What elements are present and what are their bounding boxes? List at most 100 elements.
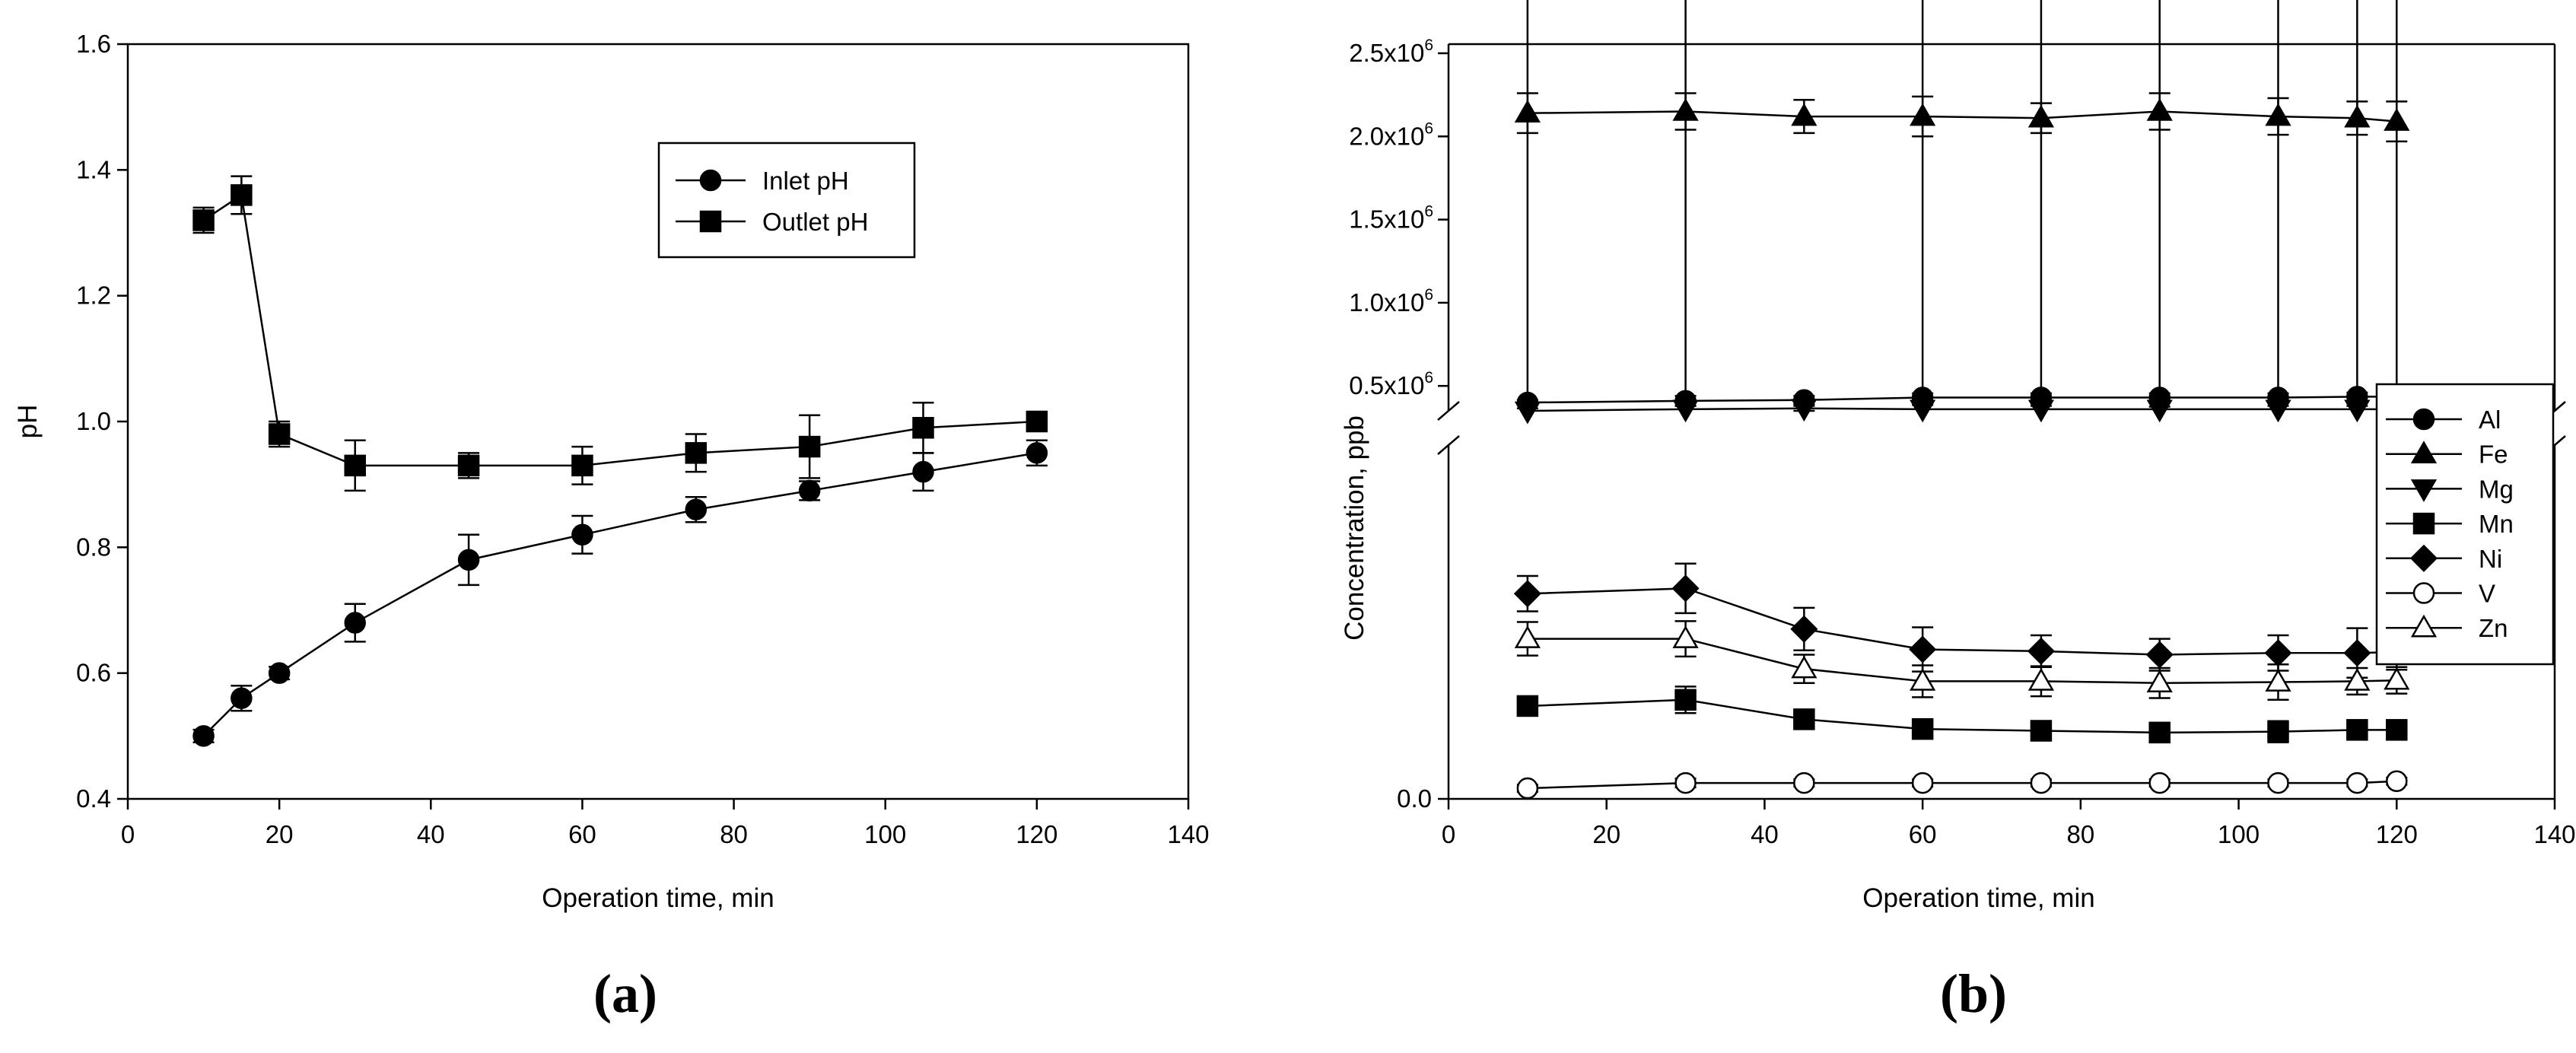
data-point-v <box>1674 771 1697 794</box>
data-point-mg <box>2146 399 2173 423</box>
data-point-outlet-ph <box>192 209 215 231</box>
chart-a-ytick-label: 1.0 <box>76 407 111 435</box>
error-bar-mg <box>1516 0 1538 409</box>
legend-label-fe: Fe <box>2479 441 2508 469</box>
data-point-ni <box>2343 639 2371 667</box>
chart-b-xtick-label: 60 <box>1909 820 1937 848</box>
axis-break-mark-left <box>1437 401 1460 421</box>
chart-a-xtick-label: 20 <box>266 820 294 848</box>
chart-a-axes: 0 20 40 60 80 100 120 140 0.4 0.6 0.8 1.0 1.2 1.4 1.6 <box>76 30 1209 848</box>
chart-b-ytick-label: 1.0x106 <box>1349 286 1433 317</box>
chart-a-xtick-label: 100 <box>864 820 906 848</box>
legend-item-fe: Fe <box>2386 441 2508 469</box>
chart-a-xtick-label: 80 <box>720 820 748 848</box>
data-point-outlet-ph <box>912 417 934 439</box>
series-line-ni <box>1527 587 2397 656</box>
legend-label-v: V <box>2479 580 2495 608</box>
series-mg <box>1514 0 2410 425</box>
chart-a-series <box>192 175 1048 747</box>
chart-b-xlabel: Operation time, min <box>1862 883 2094 913</box>
legend-item-ni: Ni <box>2386 544 2502 573</box>
series-line-inlet-ph <box>202 452 1038 737</box>
data-point-mn <box>2148 721 2171 744</box>
data-point-mg <box>2344 399 2371 423</box>
data-point-inlet-ph <box>344 612 366 634</box>
data-point-outlet-ph <box>268 423 291 445</box>
data-point-zn <box>2265 669 2291 692</box>
data-point-zn <box>2146 670 2173 693</box>
data-point-ni <box>2027 637 2055 665</box>
series-line-zn <box>1527 638 2397 684</box>
legend-item-mg: Mg <box>2386 475 2514 503</box>
legend-marker-outlet-ph <box>699 210 722 233</box>
series-v <box>1516 770 2408 800</box>
data-point-v <box>1911 771 1934 794</box>
data-point-inlet-ph <box>1026 442 1048 464</box>
series-inlet-ph <box>192 439 1048 747</box>
data-point-v <box>2030 771 2053 794</box>
chart-a-xtick-label: 60 <box>568 820 596 848</box>
chart-a: 0 20 40 60 80 100 120 1400.40.60.81.01.21.41.6 … <box>13 30 1210 913</box>
chart-b-xtick-label: 20 <box>1592 820 1620 848</box>
chart-b-ytick-label: 2.5x106 <box>1349 37 1433 67</box>
legend-label-mg: Mg <box>2479 475 2514 503</box>
series-line-mg <box>1527 407 2397 412</box>
data-point-v <box>2148 771 2171 794</box>
data-point-mn <box>2267 721 2289 743</box>
legend-marker-mn <box>2412 512 2435 535</box>
error-bar-mg <box>2267 0 2289 407</box>
chart-a-xtick-label: 140 <box>1167 820 1209 848</box>
chart-b-ytick-label: 2.0x106 <box>1349 119 1433 150</box>
data-point-inlet-ph <box>268 662 291 684</box>
data-point-inlet-ph <box>798 479 821 502</box>
legend-item-zn: Zn <box>2386 614 2508 642</box>
legend-item-v: V <box>2386 580 2495 608</box>
legend-label-al: Al <box>2479 406 2501 434</box>
legend-item-al: Al <box>2386 406 2501 434</box>
chart-b-legend: Al Fe Mg Mn Ni V Zn <box>2375 383 2555 666</box>
legend-item-mn: Mn <box>2386 510 2514 538</box>
legend-label-zn: Zn <box>2479 614 2508 642</box>
data-point-ni <box>2145 641 2174 669</box>
panel-label-a: (a) <box>593 963 657 1024</box>
data-point-zn <box>1672 625 1699 648</box>
chart-a-legend-box <box>657 142 916 259</box>
error-bar-mg <box>2148 0 2171 408</box>
legend-label-outlet-ph: Outlet pH <box>762 208 868 236</box>
legend-marker-v <box>2412 582 2435 604</box>
data-point-ni <box>1790 615 1818 643</box>
data-point-inlet-ph <box>571 523 593 546</box>
chart-b-ylabel: Concentration, ppb <box>1340 415 1369 641</box>
series-zn <box>1514 620 2410 701</box>
chart-b-xtick-label: 80 <box>2066 820 2094 848</box>
legend-marker-fe <box>2410 441 2438 463</box>
data-point-inlet-ph <box>685 498 708 520</box>
data-point-inlet-ph <box>192 725 215 747</box>
error-bar-mg <box>1912 0 1934 406</box>
data-point-zn <box>2384 666 2410 690</box>
error-bar-mg <box>2386 0 2408 406</box>
data-point-outlet-ph <box>344 454 366 477</box>
data-point-zn <box>1514 625 1541 648</box>
data-point-mg <box>1672 399 1699 423</box>
chart-b-xtick-label: 40 <box>1751 820 1779 848</box>
chart-a-ylabel: pH <box>13 405 43 439</box>
data-point-inlet-ph <box>912 460 934 483</box>
data-point-zn <box>1910 667 1936 691</box>
legend-item-inlet-ph: Inlet pH <box>676 167 849 195</box>
data-point-zn <box>2027 667 2055 691</box>
chart-b-plot-frame <box>1437 43 2566 800</box>
chart-b-xtick-label: 100 <box>2218 820 2260 848</box>
data-point-mn <box>1516 695 1539 717</box>
panel-label-b: (b) <box>1940 963 2007 1024</box>
data-point-ni <box>2264 639 2292 667</box>
data-point-mn <box>2030 720 2053 742</box>
data-point-mg <box>2027 399 2055 423</box>
data-point-outlet-ph <box>685 442 708 464</box>
data-point-inlet-ph <box>457 549 480 571</box>
axis-break-mark-left <box>1437 435 1460 455</box>
error-bar-mg <box>2346 0 2368 407</box>
data-point-mg <box>1910 399 1936 423</box>
series-outlet-ph <box>192 175 1048 492</box>
